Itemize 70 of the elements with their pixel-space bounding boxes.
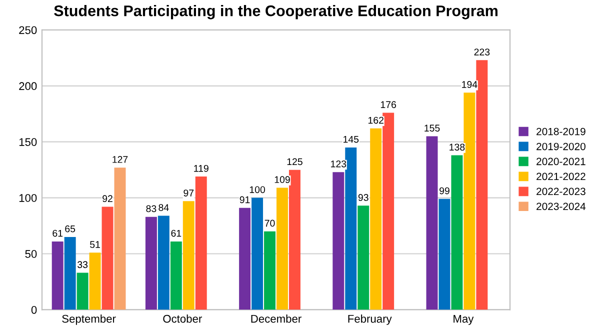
bar [382,112,394,310]
x-tick-label: December [251,314,302,323]
legend-label: 2021-2022 [536,172,586,180]
data-label: 138 [450,144,465,151]
legend-label: 2018-2019 [536,128,586,136]
y-tick-label: 150 [19,138,37,146]
data-label: 99 [440,187,450,194]
data-label: 194 [462,81,478,88]
bar [182,201,194,310]
bar [145,216,157,310]
legend-label: 2020-2021 [536,158,586,166]
bar [426,136,438,310]
data-label: 91 [240,196,250,204]
data-label: 65 [65,225,76,232]
bar [64,236,76,310]
data-label: 162 [368,116,384,124]
x-tick-label: September [62,314,116,325]
data-label: 145 [344,136,359,143]
chart-title: Students Participating in the Cooperative Education Program [54,5,498,20]
data-label: 109 [274,176,290,184]
bar [239,208,251,310]
bar [195,176,207,310]
bar [476,60,488,310]
bar [52,241,64,310]
bar [170,241,182,310]
data-label: 123 [331,160,346,168]
bar [89,252,101,310]
bar [264,231,276,310]
x-tick-label: May [454,314,474,325]
data-label: 125 [287,158,302,166]
data-label: 155 [424,124,440,132]
y-tick-label: 0 [31,306,37,314]
bar [451,155,463,310]
bar [76,272,88,310]
data-label: 176 [380,101,396,108]
x-tick-label: February [348,314,392,325]
bar [438,198,450,310]
data-label: 70 [264,220,275,227]
legend-label: 2023-2024 [536,202,586,210]
y-tick-label: 250 [19,26,37,34]
bar [288,170,300,310]
y-tick-label: 50 [25,250,37,258]
bar [158,216,170,310]
bar [102,206,114,310]
bar [252,198,264,310]
bar [276,188,288,310]
data-label: 61 [171,230,182,237]
data-label: 84 [158,204,169,212]
data-label: 51 [90,241,100,248]
legend-label: 2022-2023 [536,188,586,196]
data-label: 93 [358,194,368,201]
data-label: 100 [250,186,266,194]
bar [464,92,476,310]
data-label: 83 [146,205,156,212]
y-tick-label: 200 [19,82,37,90]
y-tick-label: 100 [19,194,37,202]
bar [358,206,370,310]
data-label: 223 [474,48,490,56]
data-label: 92 [102,195,112,202]
data-label: 33 [78,261,88,268]
x-tick-label: October [163,314,202,323]
data-label: 119 [194,164,208,172]
bar [114,168,126,310]
data-label: 97 [184,190,194,196]
bar [345,147,357,310]
bar [370,128,382,310]
data-label: 61 [52,230,63,237]
bar [332,172,344,310]
legend-label: 2019-2020 [536,142,586,150]
data-label: 127 [112,156,128,163]
